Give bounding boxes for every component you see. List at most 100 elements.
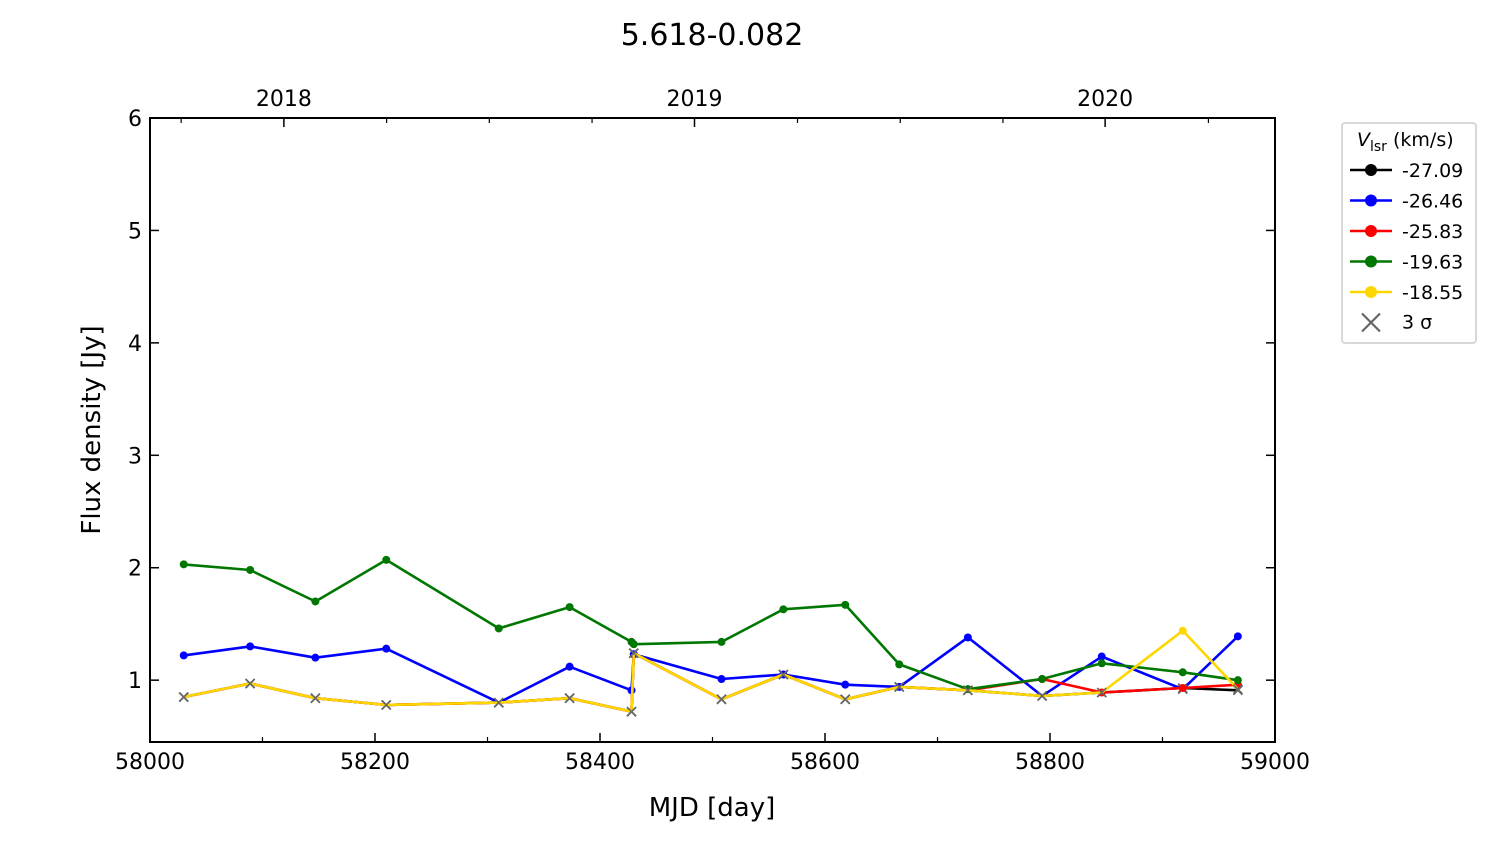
data-point [779,605,788,614]
data-point [246,642,255,651]
legend-entries: -27.09 -26.46 -25.83 -19.63 -18.55 3 σ [1350,160,1463,334]
data-point [629,640,638,649]
legend-entry: -26.46 [1350,191,1463,213]
legend-marker [1365,164,1377,176]
cross-stroke [1232,684,1243,695]
sigma-marker [245,678,256,689]
cross-stroke [840,694,851,705]
y-tick-label: 2 [128,557,142,582]
legend-title-main: V [1357,129,1372,151]
data-point [1178,684,1187,693]
data-point [963,633,972,642]
legend-sigma-marker [1361,312,1381,333]
sigma-marker [716,694,727,705]
x-tick-label: 58200 [340,750,410,775]
data-point [1097,659,1106,668]
legend-entry: -25.83 [1350,221,1463,243]
legend-entry: -27.09 [1350,160,1463,182]
series--27.09 [178,648,1243,717]
data-point [1038,675,1047,684]
data-point [1233,676,1242,685]
data-point [382,555,391,564]
legend: Vlsr (km/s) -27.09 -26.46 -25.83 -19.63 -18.… [1341,122,1477,344]
legend-entry-sigma: 3 σ [1361,312,1432,334]
sigma-marker [381,699,392,710]
x-tick-label: 58000 [115,750,185,775]
cross-stroke [381,699,392,710]
data-point [1178,668,1187,677]
data-point [895,660,904,669]
data-point [565,662,574,671]
sigma-marker [1037,690,1048,701]
data-point [311,653,320,662]
sigma-marker [840,694,851,705]
plot-area [178,555,1243,717]
cross-stroke [716,694,727,705]
data-point [1097,652,1106,661]
series--18.55 [178,626,1243,717]
legend-label: -19.63 [1402,252,1463,274]
sigma-marker [894,681,905,692]
legend-sigma-label: 3 σ [1402,312,1432,334]
legend-box [1341,122,1477,344]
top-year-label: 2018 [256,87,312,112]
data-point [311,597,320,606]
x-axis-label: MJD [day] [649,793,776,823]
cross-stroke [1361,312,1381,333]
cross-stroke [628,648,639,659]
data-point [1233,632,1242,641]
series--26.46 [179,632,1242,708]
y-tick-label: 5 [128,219,142,244]
plot-frame [149,117,1276,743]
legend-entry: -19.63 [1350,252,1463,274]
sigma-marker [493,697,504,708]
cross-stroke [1096,687,1107,698]
cross-stroke [962,685,973,696]
series-line [183,558,1239,691]
x-tick-label: 59000 [1240,750,1310,775]
data-point [565,603,574,612]
data-point [179,560,188,569]
y-tick-label: 1 [128,669,142,694]
cross-stroke [493,697,504,708]
legend-label: -18.55 [1402,282,1463,304]
y-tick-label: 3 [128,444,142,469]
legend-marker [1365,286,1377,298]
data-point [841,680,850,689]
y-tick-label: 4 [128,332,142,357]
cross-stroke [178,691,189,703]
x-tick-label: 58800 [1015,750,1085,775]
cross-stroke [894,681,905,692]
legend-marker [1365,255,1377,268]
series--25.83 [178,648,1242,717]
legend-title-sub: lsr [1370,139,1387,155]
cross-stroke [778,669,789,680]
legend-title: Vlsr (km/s) [1357,129,1454,155]
series-line [183,651,1238,713]
cross-stroke [564,693,575,704]
axis-ticks: 58000 58200 58400 58600 58800 59000 1 2 3 4 5 6 2018… [115,87,1310,775]
sigma-marker [628,648,639,659]
sigma-marker [962,685,973,696]
y-tick-label: 6 [128,107,142,132]
legend-label: -26.46 [1402,191,1463,213]
cross-stroke [1037,690,1048,701]
cross-stroke [626,706,637,717]
sigma-marker [178,691,189,703]
series--19.63 [179,555,1242,694]
sigma-marker [1232,684,1243,695]
top-year-label: 2019 [667,87,723,112]
x-tick-label: 58600 [790,750,860,775]
sigma-marker [1096,687,1107,698]
data-point [382,644,391,653]
sigma-marker [310,693,321,704]
top-year-label: 2020 [1077,87,1133,112]
data-point [717,637,726,646]
sigma-marker [778,669,789,680]
sigma-marker [564,693,575,704]
legend-label: -27.09 [1402,160,1463,182]
data-point [841,600,850,609]
data-point [717,675,726,684]
data-point [494,624,503,633]
